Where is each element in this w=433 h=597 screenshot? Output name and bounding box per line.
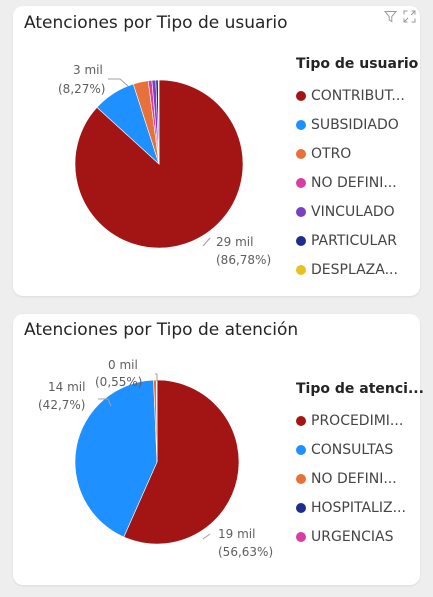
legend-marker bbox=[296, 206, 306, 217]
pie-chart-tipo-atencion: 0 mil (0,55%) 14 mil (42,7%) 19 mil (56,… bbox=[38, 358, 273, 559]
legend-label: VINCULADO bbox=[311, 203, 395, 220]
legend-marker bbox=[296, 90, 306, 101]
legend-label: URGENCIAS bbox=[311, 528, 394, 545]
pie-slice-consultas[interactable] bbox=[74, 379, 158, 538]
legend: Tipo de atenci... PROCEDIMI... CONSULTAS N… bbox=[296, 381, 424, 551]
legend-marker bbox=[296, 264, 306, 275]
legend-item-desplaza[interactable]: DESPLAZA... bbox=[296, 255, 418, 284]
legend-item-contribut[interactable]: CONTRIBUT... bbox=[296, 81, 418, 110]
visual-header-icons bbox=[384, 10, 416, 23]
legend-marker bbox=[296, 531, 306, 542]
legend-item-no-defini[interactable]: NO DEFINI... bbox=[296, 168, 418, 197]
legend-item-procedimi[interactable]: PROCEDIMI... bbox=[296, 406, 424, 435]
data-label-contributivo-percent: (86,78%) bbox=[216, 253, 271, 267]
data-label-nodefinido-value: 0 mil bbox=[108, 358, 138, 372]
legend-marker bbox=[296, 473, 306, 484]
legend-label: SUBSIDIADO bbox=[311, 116, 399, 133]
pie-slice-desplaza[interactable] bbox=[157, 79, 160, 165]
legend-marker bbox=[296, 502, 306, 513]
legend-label: CONSULTAS bbox=[311, 441, 394, 458]
legend-marker bbox=[296, 444, 306, 455]
leader-line bbox=[202, 533, 211, 540]
legend-item-no-defini[interactable]: NO DEFINI... bbox=[296, 464, 424, 493]
legend-marker bbox=[296, 177, 306, 188]
chart-card-tipo-usuario: Atenciones por Tipo de usuario 3 mil (8,… bbox=[13, 6, 420, 296]
data-label-contributivo-value: 29 mil bbox=[216, 235, 253, 249]
pie-chart-tipo-usuario: 3 mil (8,27%) 29 mil (86,78%) bbox=[58, 63, 271, 267]
pie-slice-procedimi[interactable] bbox=[123, 379, 240, 545]
chart-title: Atenciones por Tipo de usuario bbox=[24, 13, 288, 33]
data-label-procedimientos-value: 19 mil bbox=[218, 527, 255, 541]
legend-item-hospitaliz[interactable]: HOSPITALIZ... bbox=[296, 493, 424, 522]
leader-line bbox=[155, 373, 158, 381]
filter-icon[interactable] bbox=[384, 10, 397, 23]
legend-marker bbox=[296, 415, 306, 426]
legend-title: Tipo de atenci... bbox=[296, 381, 424, 397]
chart-card-tipo-atencion: Atenciones por Tipo de atención 0 mil (0… bbox=[13, 314, 424, 585]
leader-line bbox=[98, 398, 112, 407]
legend: Tipo de usuario CONTRIBUT... SUBSIDIADO OT… bbox=[296, 56, 418, 284]
chart-title: Atenciones por Tipo de atención bbox=[24, 320, 299, 340]
legend-item-subsidiado[interactable]: SUBSIDIADO bbox=[296, 110, 418, 139]
legend-label: PARTICULAR bbox=[311, 232, 397, 249]
leader-line bbox=[108, 78, 129, 87]
legend-marker bbox=[296, 119, 306, 130]
legend-label: DESPLAZA... bbox=[311, 261, 398, 278]
legend-item-particular[interactable]: PARTICULAR bbox=[296, 226, 418, 255]
data-label-consultas-percent: (42,7%) bbox=[38, 398, 85, 412]
legend-label: PROCEDIMI... bbox=[311, 412, 404, 429]
legend-item-vinculado[interactable]: VINCULADO bbox=[296, 197, 418, 226]
legend-item-consultas[interactable]: CONSULTAS bbox=[296, 435, 424, 464]
data-label-procedimientos-percent: (56,63%) bbox=[218, 545, 273, 559]
focus-mode-icon[interactable] bbox=[403, 10, 416, 23]
legend-label: OTRO bbox=[311, 145, 352, 162]
data-label-subsidiado-value: 3 mil bbox=[73, 63, 103, 77]
legend-marker bbox=[296, 148, 306, 159]
data-label-consultas-value: 14 mil bbox=[48, 380, 85, 394]
legend-marker bbox=[296, 235, 306, 246]
pie-slice-contribut[interactable] bbox=[74, 79, 244, 249]
legend-item-otro[interactable]: OTRO bbox=[296, 139, 418, 168]
legend-label: HOSPITALIZ... bbox=[311, 499, 406, 516]
data-label-subsidiado-percent: (8,27%) bbox=[58, 82, 105, 96]
data-label-nodefinido-percent: (0,55%) bbox=[95, 375, 142, 389]
leader-line bbox=[202, 237, 211, 247]
legend-label: CONTRIBUT... bbox=[311, 87, 405, 104]
legend-title: Tipo de usuario bbox=[296, 56, 419, 72]
legend-label: NO DEFINI... bbox=[311, 470, 397, 487]
legend-item-urgencias[interactable]: URGENCIAS bbox=[296, 522, 424, 551]
legend-label: NO DEFINI... bbox=[311, 174, 397, 191]
